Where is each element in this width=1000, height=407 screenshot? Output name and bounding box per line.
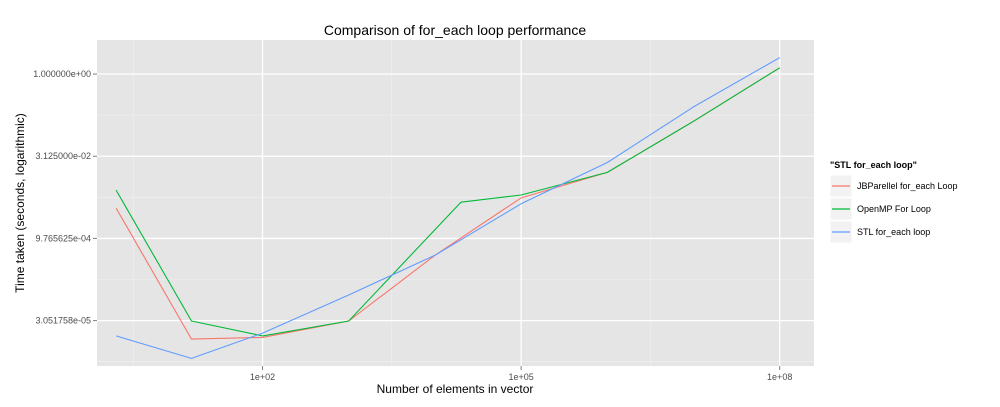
y-axis: 3.051758e-05 9.765625e-04 3.125000e-02 1.00… <box>33 69 97 326</box>
legend-label: STL for_each loop <box>857 227 930 237</box>
x-tick-label: 1e+02 <box>250 372 275 382</box>
legend: "STL for_each loop" JBParellel for_each … <box>829 160 958 244</box>
series-line <box>115 57 780 359</box>
x-axis: 1e+02 1e+05 1e+08 <box>250 366 792 382</box>
chart-title: Comparison of for_each loop performance <box>324 22 586 38</box>
y-axis-title: Time taken (seconds, logarithmic) <box>13 113 27 293</box>
x-tick-label: 1e+05 <box>508 372 533 382</box>
legend-title: "STL for_each loop" <box>830 160 917 170</box>
y-tick-label: 3.125000e-02 <box>35 151 91 161</box>
y-tick-label: 9.765625e-04 <box>35 233 91 243</box>
series-line <box>115 67 780 337</box>
plot-panel <box>97 40 814 366</box>
minor-gridlines <box>97 40 814 366</box>
legend-label: JBParellel for_each Loop <box>857 181 958 191</box>
y-tick-label: 1.000000e+00 <box>33 69 91 79</box>
y-tick-label: 3.051758e-05 <box>35 316 91 326</box>
legend-label: OpenMP For Loop <box>857 204 931 214</box>
major-gridlines <box>97 40 814 366</box>
series-lines <box>115 57 780 359</box>
x-axis-title: Number of elements in vector <box>377 382 534 396</box>
x-tick-label: 1e+08 <box>767 372 792 382</box>
